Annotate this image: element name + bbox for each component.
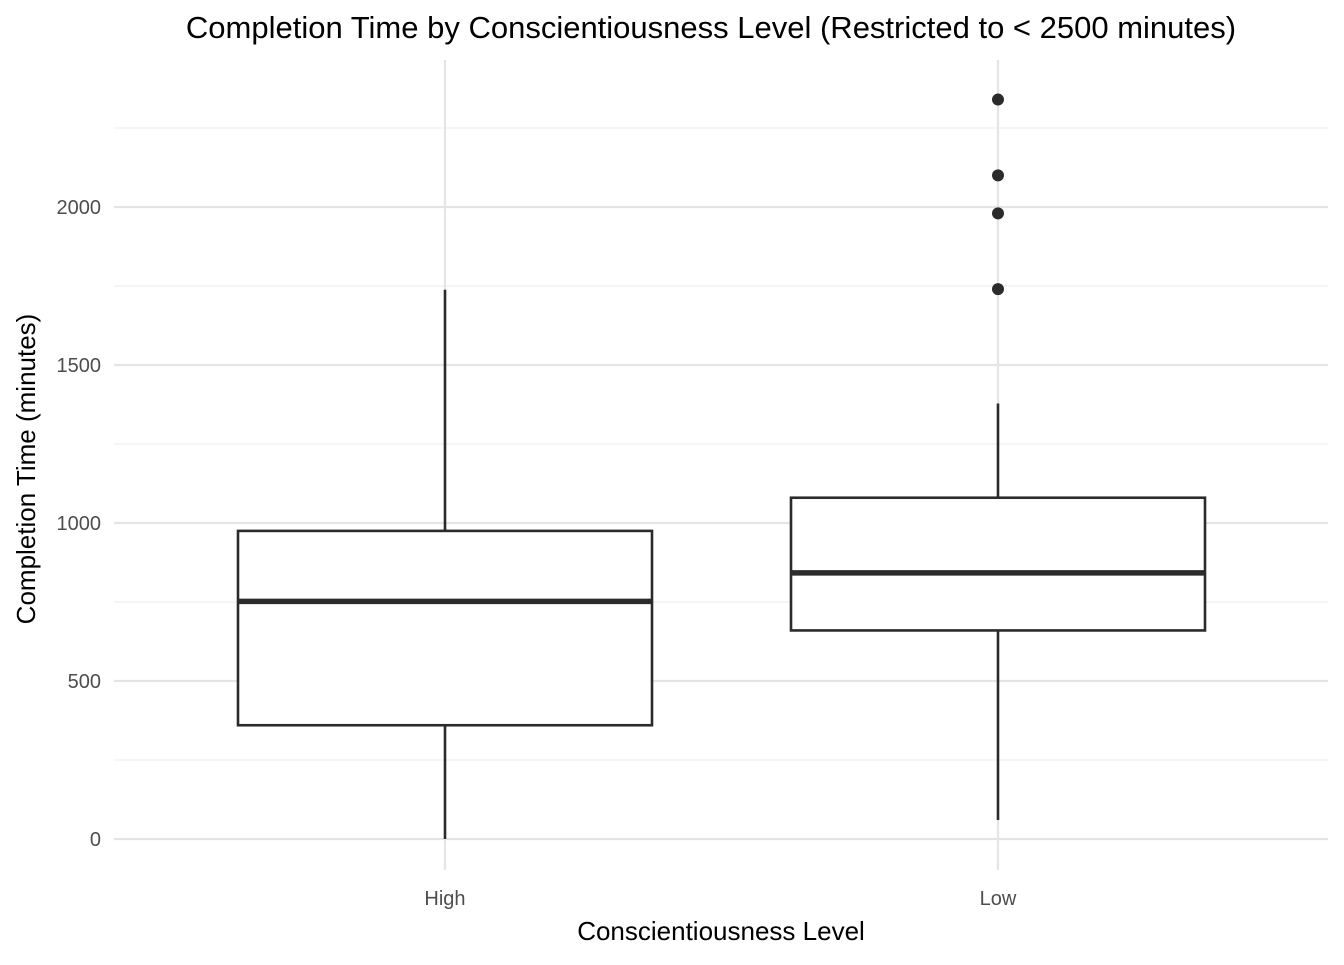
chart-title: Completion Time by Conscientiousness Lev… (186, 10, 1236, 45)
y-tick-label: 0 (90, 829, 101, 851)
outlier-point (992, 283, 1004, 296)
y-tick-label: 500 (68, 671, 101, 693)
box-layer (236, 93, 1207, 839)
y-tick-label: 1500 (57, 355, 102, 377)
tick-layer: 0 500 1000 1500 2000 High Low (57, 197, 1017, 910)
outlier-point (992, 207, 1004, 220)
y-axis-title: Completion Time (minutes) (11, 314, 41, 625)
box-body (236, 529, 654, 727)
x-axis-title: Conscientiousness Level (577, 916, 865, 946)
x-tick-label: High (424, 888, 465, 910)
x-tick-label: Low (980, 888, 1017, 910)
y-tick-label: 2000 (57, 197, 102, 219)
y-tick-label: 1000 (57, 513, 102, 535)
outlier-point (992, 93, 1004, 106)
box-body (789, 496, 1207, 632)
outlier-point (992, 169, 1004, 182)
box-low (789, 93, 1207, 821)
box-high (236, 289, 654, 839)
